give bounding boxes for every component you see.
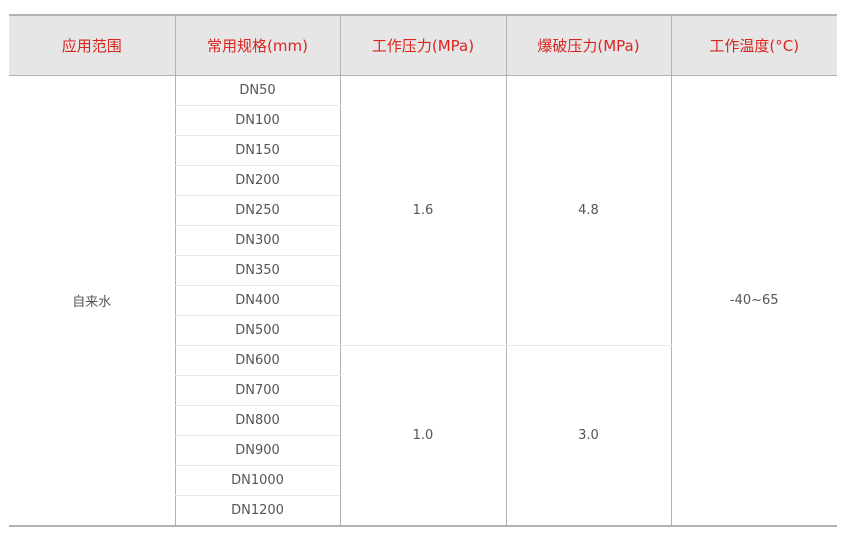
header-row: 应用范围 常用规格(mm) 工作压力(MPa) 爆破压力(MPa) 工作温度(°… (9, 15, 837, 76)
spec-cell: DN900 (174, 435, 340, 466)
header-spec: 常用规格(mm) (174, 15, 340, 76)
spec-table: 应用范围 常用规格(mm) 工作压力(MPa) 爆破压力(MPa) 工作温度(°… (9, 14, 837, 527)
temperature-cell: -40~65 (670, 75, 837, 526)
table-row: DN1000 (9, 465, 837, 496)
header-burst-pressure: 爆破压力(MPa) (505, 15, 671, 76)
header-application: 应用范围 (9, 15, 175, 76)
working-pressure-cell: 1.0 (339, 345, 506, 526)
table-row: 自来水 DN50 1.6 4.8 -40~65 (9, 75, 837, 526)
header-working-pressure: 工作压力(MPa) (339, 15, 506, 76)
application-cell: 自来水 (72, 295, 112, 310)
spec-cell: DN50 (174, 75, 340, 106)
spec-cell: DN250 (174, 195, 340, 226)
spec-cell: DN800 (174, 405, 340, 436)
spec-cell: DN700 (174, 375, 340, 406)
table-row: DN200 (9, 165, 837, 196)
spec-cell: DN400 (174, 285, 340, 316)
table-row: DN900 (9, 435, 837, 466)
table-row: DN700 (9, 375, 837, 406)
spec-cell: DN1200 (174, 495, 340, 526)
spec-cell: DN1000 (174, 465, 340, 496)
spec-cell: DN100 (174, 105, 340, 136)
burst-pressure-cell: 3.0 (505, 345, 671, 526)
table-row: DN1200 (9, 495, 837, 526)
spec-cell: DN200 (174, 165, 340, 196)
spec-cell: DN500 (174, 315, 340, 346)
table-row: DN600 1.0 3.0 (9, 345, 837, 526)
table-row: DN350 (9, 255, 837, 286)
burst-pressure-cell: 4.8 (505, 75, 671, 346)
table-row: DN100 (9, 105, 837, 136)
table-row: DN250 (9, 195, 837, 226)
table-row: DN500 (9, 315, 837, 346)
working-pressure-cell: 1.6 (339, 75, 506, 346)
header-temperature: 工作温度(°C) (670, 15, 837, 76)
spec-cell: DN300 (174, 225, 340, 256)
spec-cell: DN150 (174, 135, 340, 166)
spec-cell: DN350 (174, 255, 340, 286)
table-row: DN300 (9, 225, 837, 256)
table-row: DN800 (9, 405, 837, 436)
spec-cell: DN600 (174, 345, 340, 376)
table-row: DN150 (9, 135, 837, 166)
table-row: DN400 (9, 285, 837, 316)
